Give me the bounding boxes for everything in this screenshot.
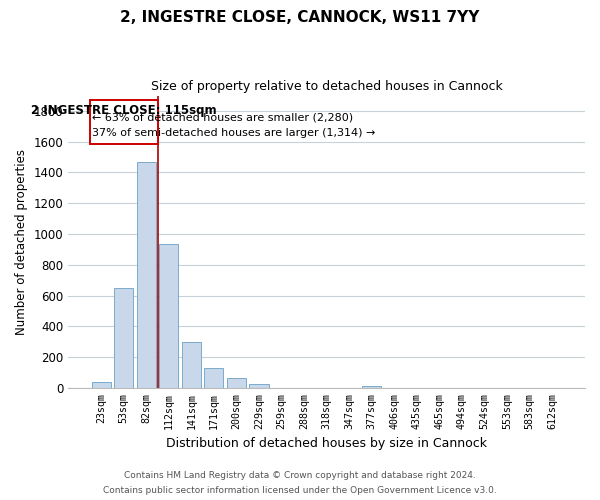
Text: 37% of semi-detached houses are larger (1,314) →: 37% of semi-detached houses are larger (…: [92, 128, 375, 138]
Bar: [250, 384, 269, 388]
Text: Contains HM Land Registry data © Crown copyright and database right 2024.: Contains HM Land Registry data © Crown c…: [124, 471, 476, 480]
Y-axis label: Number of detached properties: Number of detached properties: [15, 148, 28, 334]
Bar: [137, 162, 156, 388]
X-axis label: Distribution of detached houses by size in Cannock: Distribution of detached houses by size …: [166, 437, 487, 450]
Bar: [182, 342, 201, 388]
Bar: [92, 382, 111, 388]
Text: Contains public sector information licensed under the Open Government Licence v3: Contains public sector information licen…: [103, 486, 497, 495]
Bar: [227, 378, 246, 388]
Bar: [205, 368, 223, 388]
FancyBboxPatch shape: [91, 100, 158, 144]
Bar: [114, 288, 133, 388]
Title: Size of property relative to detached houses in Cannock: Size of property relative to detached ho…: [151, 80, 502, 93]
Bar: [159, 244, 178, 388]
Text: ← 63% of detached houses are smaller (2,280): ← 63% of detached houses are smaller (2,…: [92, 112, 353, 122]
Bar: [362, 386, 381, 388]
Text: 2, INGESTRE CLOSE, CANNOCK, WS11 7YY: 2, INGESTRE CLOSE, CANNOCK, WS11 7YY: [121, 10, 479, 25]
Text: 2 INGESTRE CLOSE: 115sqm: 2 INGESTRE CLOSE: 115sqm: [31, 104, 217, 117]
